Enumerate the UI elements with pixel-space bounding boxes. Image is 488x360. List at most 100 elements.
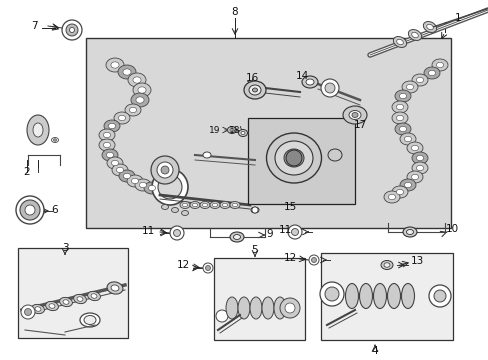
- Ellipse shape: [212, 203, 217, 207]
- Circle shape: [251, 207, 258, 213]
- Ellipse shape: [327, 149, 341, 161]
- Ellipse shape: [406, 84, 413, 90]
- Ellipse shape: [423, 67, 439, 79]
- Ellipse shape: [123, 173, 130, 179]
- Ellipse shape: [396, 115, 403, 121]
- Circle shape: [62, 20, 82, 40]
- Ellipse shape: [244, 81, 265, 99]
- Ellipse shape: [252, 88, 257, 92]
- Ellipse shape: [112, 164, 128, 176]
- Ellipse shape: [359, 284, 372, 309]
- Ellipse shape: [391, 101, 407, 113]
- Ellipse shape: [399, 179, 415, 191]
- Ellipse shape: [435, 62, 443, 68]
- Ellipse shape: [387, 194, 395, 200]
- Ellipse shape: [241, 131, 244, 135]
- Ellipse shape: [107, 157, 123, 169]
- Text: 6: 6: [52, 205, 58, 215]
- Text: 5: 5: [251, 245, 258, 255]
- Ellipse shape: [122, 69, 131, 75]
- Ellipse shape: [404, 182, 411, 188]
- Ellipse shape: [182, 203, 187, 207]
- Ellipse shape: [190, 202, 200, 208]
- Ellipse shape: [401, 81, 417, 93]
- Ellipse shape: [143, 182, 160, 194]
- Ellipse shape: [423, 22, 436, 32]
- Ellipse shape: [161, 204, 168, 210]
- Ellipse shape: [181, 211, 188, 216]
- Ellipse shape: [222, 203, 227, 207]
- Circle shape: [325, 287, 338, 301]
- Ellipse shape: [27, 115, 49, 145]
- Ellipse shape: [410, 174, 418, 180]
- Ellipse shape: [227, 126, 236, 134]
- Ellipse shape: [180, 202, 190, 208]
- Text: 10: 10: [445, 224, 458, 234]
- Circle shape: [311, 257, 316, 262]
- Ellipse shape: [35, 307, 41, 311]
- Ellipse shape: [229, 202, 240, 208]
- Ellipse shape: [426, 24, 432, 30]
- Circle shape: [308, 255, 318, 265]
- Ellipse shape: [348, 111, 360, 120]
- Ellipse shape: [249, 297, 262, 319]
- Ellipse shape: [116, 167, 123, 173]
- Ellipse shape: [225, 297, 238, 319]
- Ellipse shape: [99, 129, 115, 141]
- Circle shape: [151, 156, 179, 184]
- Ellipse shape: [431, 59, 447, 71]
- Circle shape: [24, 309, 31, 315]
- Circle shape: [66, 24, 78, 36]
- Ellipse shape: [392, 36, 406, 48]
- Ellipse shape: [411, 152, 427, 164]
- Ellipse shape: [229, 129, 234, 131]
- Ellipse shape: [411, 74, 427, 86]
- Ellipse shape: [407, 30, 421, 40]
- Ellipse shape: [351, 112, 357, 117]
- Ellipse shape: [262, 297, 273, 319]
- Ellipse shape: [138, 87, 146, 93]
- Text: 13: 13: [409, 256, 423, 266]
- Text: 9: 9: [266, 229, 273, 239]
- Ellipse shape: [383, 191, 399, 203]
- Ellipse shape: [229, 232, 244, 242]
- Ellipse shape: [107, 282, 122, 294]
- Ellipse shape: [108, 123, 115, 129]
- Ellipse shape: [391, 112, 407, 124]
- Ellipse shape: [119, 170, 135, 182]
- Ellipse shape: [32, 305, 44, 314]
- Ellipse shape: [202, 203, 207, 207]
- Circle shape: [158, 175, 182, 199]
- Bar: [18, 248, 128, 338]
- Ellipse shape: [91, 294, 97, 298]
- Ellipse shape: [63, 300, 69, 304]
- Ellipse shape: [233, 234, 240, 239]
- Ellipse shape: [171, 207, 178, 212]
- Ellipse shape: [416, 77, 423, 83]
- Text: 12: 12: [283, 253, 296, 263]
- Ellipse shape: [220, 202, 229, 208]
- Ellipse shape: [73, 294, 86, 303]
- Text: 18: 18: [229, 126, 240, 135]
- Ellipse shape: [373, 284, 386, 309]
- Ellipse shape: [396, 39, 403, 45]
- Ellipse shape: [266, 133, 321, 183]
- Ellipse shape: [103, 142, 110, 148]
- Ellipse shape: [102, 149, 118, 161]
- Ellipse shape: [118, 65, 136, 79]
- Ellipse shape: [135, 179, 151, 191]
- Circle shape: [216, 310, 227, 322]
- Ellipse shape: [118, 115, 125, 121]
- Bar: [214, 258, 305, 340]
- Ellipse shape: [80, 313, 100, 327]
- Ellipse shape: [111, 160, 119, 166]
- Ellipse shape: [111, 285, 119, 291]
- Ellipse shape: [106, 152, 113, 158]
- Text: 3: 3: [61, 243, 68, 253]
- Ellipse shape: [131, 93, 149, 107]
- Ellipse shape: [411, 162, 427, 174]
- Circle shape: [173, 230, 180, 237]
- Circle shape: [20, 200, 40, 220]
- Circle shape: [291, 229, 298, 235]
- Ellipse shape: [274, 141, 312, 175]
